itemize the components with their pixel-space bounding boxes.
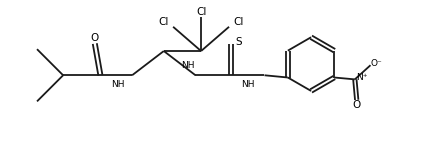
Text: Cl: Cl — [234, 17, 244, 27]
Text: NH: NH — [241, 80, 254, 89]
Text: N⁺: N⁺ — [356, 73, 368, 82]
Text: O: O — [353, 100, 361, 110]
Text: O: O — [91, 33, 99, 43]
Text: NH: NH — [181, 61, 195, 70]
Text: Cl: Cl — [158, 17, 168, 27]
Text: O⁻: O⁻ — [371, 59, 383, 68]
Text: Cl: Cl — [196, 7, 206, 17]
Text: S: S — [235, 37, 241, 47]
Text: NH: NH — [111, 80, 125, 89]
